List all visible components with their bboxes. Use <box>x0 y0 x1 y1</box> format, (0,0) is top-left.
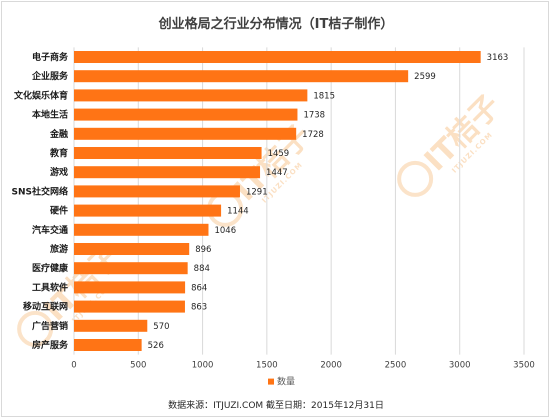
tick-label: 500 <box>130 361 146 371</box>
data-label: 3163 <box>487 53 509 63</box>
bar <box>74 51 481 63</box>
data-label: 863 <box>191 303 207 313</box>
watermark-orange-icon <box>17 310 54 347</box>
watermark-orange-icon <box>397 160 434 197</box>
bar <box>74 204 222 217</box>
category-label: 汽车交通 <box>32 224 68 236</box>
data-source-note: 数据来源：ITJUZI.COM 截至日期：2015年12月31日 <box>168 401 384 411</box>
x-axis-ticks: 0 500 1000 1500 2000 2500 3000 3500 <box>71 361 535 371</box>
bar <box>74 262 188 275</box>
legend-swatch <box>268 378 274 385</box>
category-label: 硬件 <box>50 205 68 217</box>
bar <box>74 300 185 313</box>
bar <box>74 70 409 83</box>
bar <box>74 166 261 179</box>
category-label: 医疗健康 <box>32 262 69 274</box>
legend: 数量 <box>268 376 295 388</box>
bar <box>74 281 186 294</box>
category-label: 工具软件 <box>32 281 68 293</box>
bars-group: 电子商务 3163 企业服务 2599 文化娱乐体育 1815 本地生活 1738 金融 1728… <box>12 51 509 351</box>
category-label: 金融 <box>49 128 68 140</box>
bar <box>74 89 308 102</box>
tick-label: 0 <box>71 361 76 371</box>
data-label: 526 <box>148 341 164 351</box>
data-label: 1815 <box>313 91 335 101</box>
bar <box>74 223 209 236</box>
data-label: 1728 <box>302 130 324 140</box>
tick-label: 3500 <box>513 361 535 371</box>
category-label: 房产服务 <box>32 339 69 351</box>
category-label: 游戏 <box>50 166 68 178</box>
data-label: 1459 <box>268 149 290 159</box>
bar <box>74 243 190 255</box>
category-label: 广告营销 <box>32 320 68 332</box>
bar-chart: IT桔子ITJUZI.COMIT桔子ITJUZI.COMIT桔子ITJUZI.C… <box>12 16 535 388</box>
data-label: 1291 <box>246 187 268 197</box>
bar <box>74 127 297 140</box>
tick-label: 1500 <box>256 361 278 371</box>
data-label: 896 <box>195 245 211 255</box>
tick-label: 3000 <box>449 361 471 371</box>
bar <box>74 339 142 351</box>
category-label: 本地生活 <box>32 109 68 121</box>
category-label: 移动互联网 <box>23 301 68 313</box>
watermark-orange-icon <box>207 190 244 227</box>
bar <box>74 147 262 159</box>
bar <box>74 319 148 332</box>
bar <box>74 185 240 198</box>
tick-label: 2500 <box>385 361 407 371</box>
category-label: 企业服务 <box>31 70 69 82</box>
tick-label: 1000 <box>192 361 214 371</box>
data-label: 570 <box>153 322 169 332</box>
category-label: 文化娱乐体育 <box>13 89 68 101</box>
data-label: 1447 <box>266 168 288 178</box>
data-label: 1738 <box>303 111 325 121</box>
chart-title: 创业格局之行业分布情况（IT桔子制作） <box>158 16 394 32</box>
category-label: 电子商务 <box>32 51 69 63</box>
bar <box>74 108 298 121</box>
data-label: 1046 <box>214 226 236 236</box>
category-label: SNS社交网络 <box>12 185 69 197</box>
data-label: 884 <box>194 264 210 274</box>
category-label: 旅游 <box>50 243 68 255</box>
category-label: 教育 <box>49 147 68 159</box>
legend-label: 数量 <box>277 376 295 388</box>
data-label: 2599 <box>414 72 436 82</box>
data-label: 1144 <box>227 207 249 217</box>
data-label: 864 <box>191 283 207 293</box>
tick-label: 2000 <box>320 361 342 371</box>
